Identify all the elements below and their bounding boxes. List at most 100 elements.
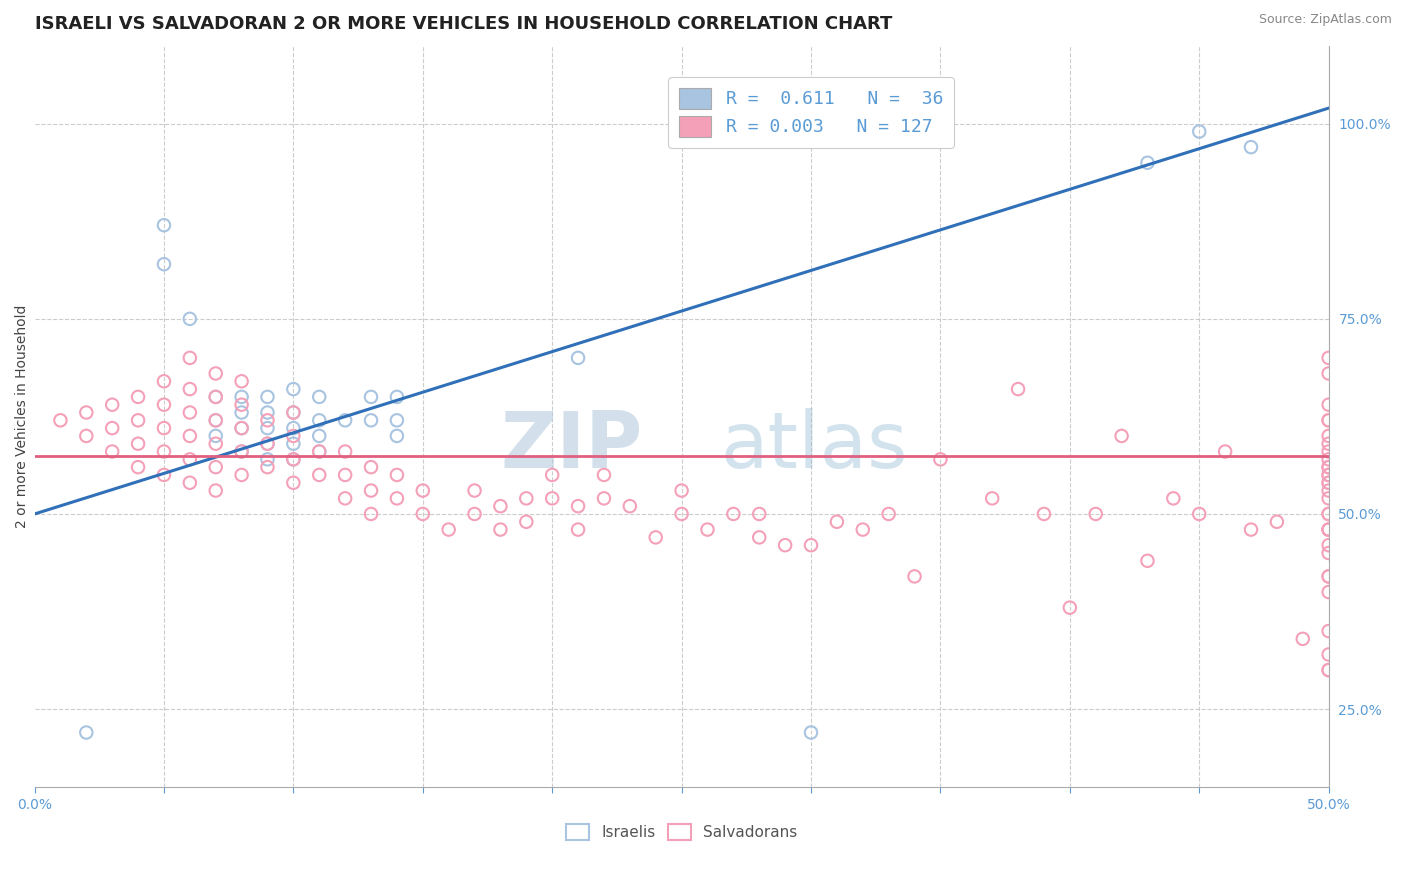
Point [1317, 436, 1340, 450]
Point [1059, 600, 1081, 615]
Point [308, 413, 330, 427]
Point [283, 452, 305, 467]
Point [127, 413, 149, 427]
Point [696, 523, 718, 537]
Point [1188, 124, 1211, 138]
Y-axis label: 2 or more Vehicles in Household: 2 or more Vehicles in Household [15, 305, 30, 528]
Point [1317, 351, 1340, 365]
Point [75, 725, 97, 739]
Text: atlas: atlas [720, 408, 908, 484]
Point [903, 569, 925, 583]
Point [825, 515, 848, 529]
Point [360, 390, 382, 404]
Point [852, 523, 875, 537]
Point [283, 405, 305, 419]
Point [1317, 546, 1340, 560]
Point [1317, 569, 1340, 583]
Point [204, 483, 226, 498]
Point [153, 444, 176, 458]
Point [204, 413, 226, 427]
Point [385, 413, 408, 427]
Point [1317, 467, 1340, 482]
Point [385, 491, 408, 506]
Point [541, 467, 564, 482]
Point [204, 413, 226, 427]
Point [204, 390, 226, 404]
Point [333, 491, 356, 506]
Point [231, 405, 253, 419]
Point [283, 452, 305, 467]
Point [464, 507, 486, 521]
Point [256, 390, 278, 404]
Point [308, 467, 330, 482]
Point [283, 436, 305, 450]
Point [1317, 507, 1340, 521]
Point [101, 398, 124, 412]
Point [153, 218, 176, 232]
Point [1317, 467, 1340, 482]
Point [1317, 523, 1340, 537]
Point [231, 421, 253, 435]
Point [283, 382, 305, 396]
Point [153, 421, 176, 435]
Point [1317, 475, 1340, 490]
Point [1317, 648, 1340, 662]
Point [256, 436, 278, 450]
Point [929, 452, 952, 467]
Point [256, 436, 278, 450]
Point [283, 421, 305, 435]
Point [204, 367, 226, 381]
Point [437, 523, 460, 537]
Point [256, 452, 278, 467]
Point [153, 257, 176, 271]
Point [671, 483, 693, 498]
Point [231, 421, 253, 435]
Point [153, 374, 176, 388]
Point [1317, 413, 1340, 427]
Point [567, 523, 589, 537]
Point [1292, 632, 1315, 646]
Point [800, 538, 823, 552]
Point [489, 499, 512, 513]
Point [101, 421, 124, 435]
Point [231, 467, 253, 482]
Point [515, 491, 537, 506]
Point [1317, 483, 1340, 498]
Point [723, 507, 745, 521]
Point [256, 460, 278, 475]
Point [1317, 523, 1340, 537]
Point [1136, 554, 1159, 568]
Point [360, 507, 382, 521]
Point [1317, 398, 1340, 412]
Point [1317, 413, 1340, 427]
Point [360, 413, 382, 427]
Point [256, 405, 278, 419]
Point [204, 390, 226, 404]
Point [231, 398, 253, 412]
Point [1317, 444, 1340, 458]
Point [75, 429, 97, 443]
Point [1317, 491, 1340, 506]
Point [204, 436, 226, 450]
Point [1136, 155, 1159, 169]
Point [489, 523, 512, 537]
Point [204, 429, 226, 443]
Point [308, 444, 330, 458]
Point [1317, 429, 1340, 443]
Point [256, 421, 278, 435]
Point [412, 483, 434, 498]
Point [1317, 460, 1340, 475]
Point [179, 452, 201, 467]
Point [567, 499, 589, 513]
Point [231, 374, 253, 388]
Point [412, 507, 434, 521]
Text: ZIP: ZIP [501, 408, 643, 484]
Point [204, 460, 226, 475]
Point [567, 351, 589, 365]
Point [231, 444, 253, 458]
Point [1317, 460, 1340, 475]
Point [619, 499, 641, 513]
Point [593, 467, 616, 482]
Point [981, 491, 1004, 506]
Point [360, 460, 382, 475]
